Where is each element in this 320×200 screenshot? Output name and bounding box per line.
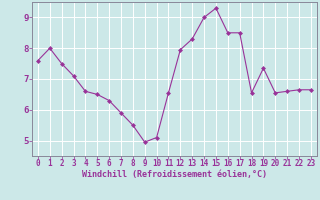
X-axis label: Windchill (Refroidissement éolien,°C): Windchill (Refroidissement éolien,°C) [82,170,267,179]
